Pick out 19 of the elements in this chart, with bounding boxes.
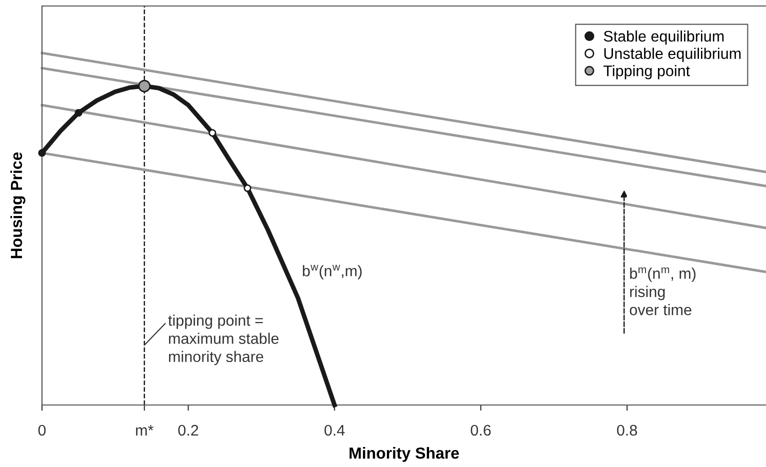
y-axis-title: Housing Price	[10, 152, 26, 258]
annotation: tipping point = maximum stable minority share	[168, 314, 279, 366]
annotation: b$^{w}$(n$^{w}$,m)	[302, 264, 362, 280]
point	[244, 184, 252, 192]
x-tick-label: m*	[136, 425, 154, 436]
point	[74, 109, 82, 117]
annotation: b$^{m}$(n$^{m}$, m) rising over time	[630, 267, 696, 316]
legend-label: Tipping point	[603, 65, 690, 80]
legend-label: Unstable equilibrium	[604, 48, 741, 62]
x-tick-label: 0.8	[617, 424, 638, 436]
x-tick-label: 0.2	[178, 424, 198, 436]
legend-label: Stable equilibrium	[604, 30, 724, 45]
x-axis-title: Minority Share	[350, 447, 459, 462]
point	[138, 80, 151, 92]
x-tick-label: 0.6	[470, 424, 491, 436]
x-tick-label: 0	[38, 424, 46, 436]
x-tick-label: 0.4	[324, 424, 345, 436]
point	[38, 149, 46, 157]
point	[208, 129, 216, 137]
